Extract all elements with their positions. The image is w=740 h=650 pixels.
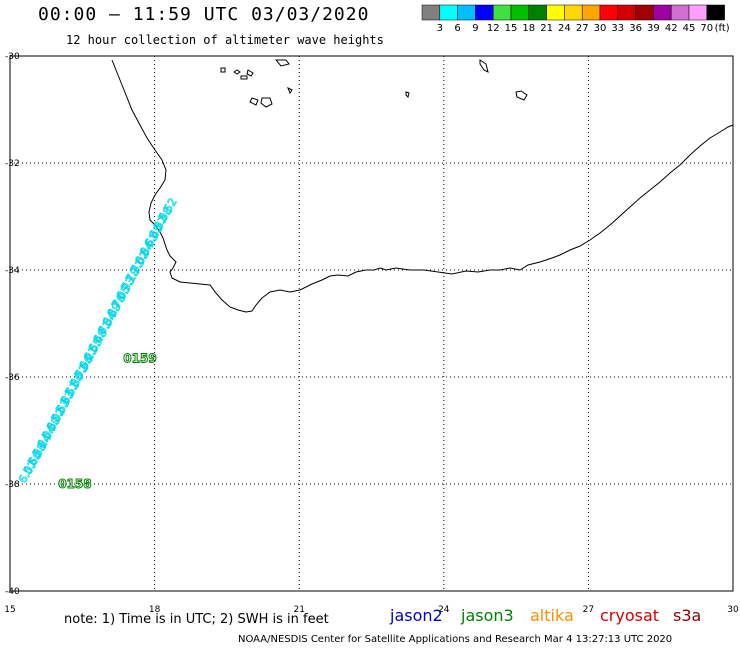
footer-credit: NOAA/NESDIS Center for Satellite Applica… [238, 634, 673, 645]
colorbar-swatch [439, 4, 458, 21]
altimeter-track: 6.075.665.385.246.045.396.025.635.835.51… [16, 195, 180, 491]
colorbar-swatch [688, 4, 708, 21]
lon-tick-label: 21 [293, 605, 304, 615]
island-9 [479, 59, 489, 73]
lat-tick-label: -40 [5, 587, 20, 597]
colorbar-tick-label: 15 [505, 23, 518, 34]
legend-note: note: 1) Time is in UTC; 2) SWH is in fe… [64, 612, 329, 627]
colorbar-legend: 3 6 9 12 15 18 21 24 27 30 33 36 39 42 45 70 (ft) [421, 4, 730, 34]
map-frame [9, 55, 734, 592]
colorbar-swatch [528, 4, 547, 21]
colorbar-unit: (ft) [715, 23, 730, 34]
lat-tick-label: -38 [5, 480, 20, 490]
lon-tick-label: 18 [149, 605, 161, 615]
colorbar-tick-label: 45 [683, 23, 696, 34]
colorbar-tick-label: 33 [611, 23, 624, 34]
colorbar-swatch [670, 4, 690, 21]
colorbar-swatch [546, 4, 565, 21]
island-6 [260, 97, 273, 108]
lon-tick-label: 30 [727, 605, 739, 615]
island-7 [274, 59, 290, 67]
lon-tick-label: 15 [4, 605, 15, 615]
colorbar-swatch [475, 4, 494, 21]
lat-tick-label: -36 [5, 373, 20, 383]
map-grid [10, 56, 733, 591]
colorbar-swatch [581, 4, 601, 21]
colorbar-swatch [617, 4, 636, 21]
colorbar-tick-label: 3 [437, 23, 443, 34]
island-11 [515, 90, 528, 101]
colorbar-tick-label: 9 [472, 23, 478, 34]
colorbar-tick-label: 70 [700, 23, 713, 34]
map-title: 00:00 – 11:59 UTC 03/03/2020 [38, 4, 370, 25]
colorbar-swatch [599, 4, 619, 21]
lat-tick-label: -34 [5, 266, 20, 276]
colorbar-tick-label: 18 [522, 23, 535, 34]
colorbar-swatch [457, 4, 476, 21]
lon-tick-label: 24 [438, 605, 450, 615]
coastline [111, 59, 734, 313]
colorbar-tick-label: 42 [665, 23, 678, 34]
island-4 [246, 69, 254, 77]
colorbar-swatch [510, 4, 530, 21]
pass-time-label: 0159 [123, 351, 156, 365]
colorbar-swatch [653, 4, 672, 21]
africa-coastline [111, 59, 734, 313]
colorbar-tick-label: 39 [647, 23, 660, 34]
colorbar-swatch [706, 4, 725, 21]
colorbar-tick-label: 36 [629, 23, 642, 34]
colorbar-swatch [421, 4, 441, 21]
colorbar-tick-label: 27 [576, 23, 589, 34]
lat-tick-label: -30 [5, 52, 20, 62]
colorbar-tick-label: 21 [540, 23, 553, 34]
swh-label: 5.52 [156, 196, 180, 224]
island-8 [287, 86, 293, 95]
map-subtitle: 12 hour collection of altimeter wave hei… [66, 33, 384, 47]
axis-labels: 15 18 21 24 27 30 -30 -32 -34 -36 -38 -40 [4, 52, 739, 615]
colorbar-swatch [492, 4, 512, 21]
colorbar-tick-label: 30 [594, 23, 607, 34]
legend-jason2: jason2 [390, 606, 443, 625]
island-5 [249, 97, 259, 106]
legend-cryosat: cryosat [600, 606, 660, 625]
island-2 [233, 69, 241, 75]
colorbar-swatch [564, 4, 583, 21]
legend-s3a: s3a [673, 606, 702, 625]
legend-altika: altika [530, 606, 574, 625]
colorbar-swatch [635, 4, 654, 21]
colorbar-tick-label: 6 [454, 23, 460, 34]
legend-jason3: jason3 [461, 606, 514, 625]
island-3 [240, 75, 248, 80]
island-1 [220, 67, 226, 73]
island-10 [405, 91, 410, 98]
lon-tick-label: 27 [583, 605, 594, 615]
colorbar-tick-label: 24 [558, 23, 571, 34]
colorbar-tick-label: 12 [487, 23, 500, 34]
lat-tick-label: -32 [5, 159, 20, 169]
pass-time-label: 0158 [58, 477, 91, 491]
